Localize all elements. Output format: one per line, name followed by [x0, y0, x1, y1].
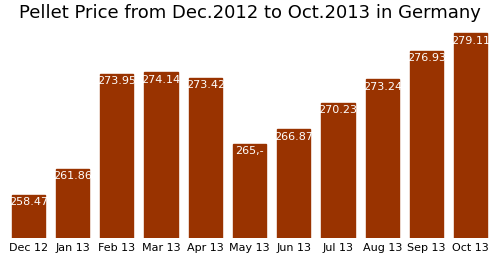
Title: Pellet Price from Dec.2012 to Oct.2013 in Germany: Pellet Price from Dec.2012 to Oct.2013 i… [18, 4, 481, 22]
Text: 273.24: 273.24 [363, 82, 402, 92]
Bar [366, 79, 399, 257]
Text: 276.93: 276.93 [407, 53, 446, 63]
Text: 279.11: 279.11 [451, 36, 491, 46]
Text: 265,-: 265,- [235, 146, 264, 156]
Bar [11, 195, 45, 257]
Text: 273.42: 273.42 [186, 80, 225, 90]
Text: 270.23: 270.23 [318, 105, 357, 115]
Bar [277, 129, 310, 257]
Text: 258.47: 258.47 [8, 197, 48, 207]
Bar [100, 74, 133, 257]
Bar [454, 33, 488, 257]
Bar [144, 72, 178, 257]
Bar [189, 78, 222, 257]
Text: 261.86: 261.86 [53, 171, 92, 181]
Text: 273.95: 273.95 [97, 76, 136, 86]
Bar [233, 144, 266, 257]
Bar [321, 103, 355, 257]
Bar [410, 51, 443, 257]
Text: 274.14: 274.14 [142, 75, 181, 85]
Bar [56, 169, 89, 257]
Text: 266.87: 266.87 [274, 132, 313, 142]
